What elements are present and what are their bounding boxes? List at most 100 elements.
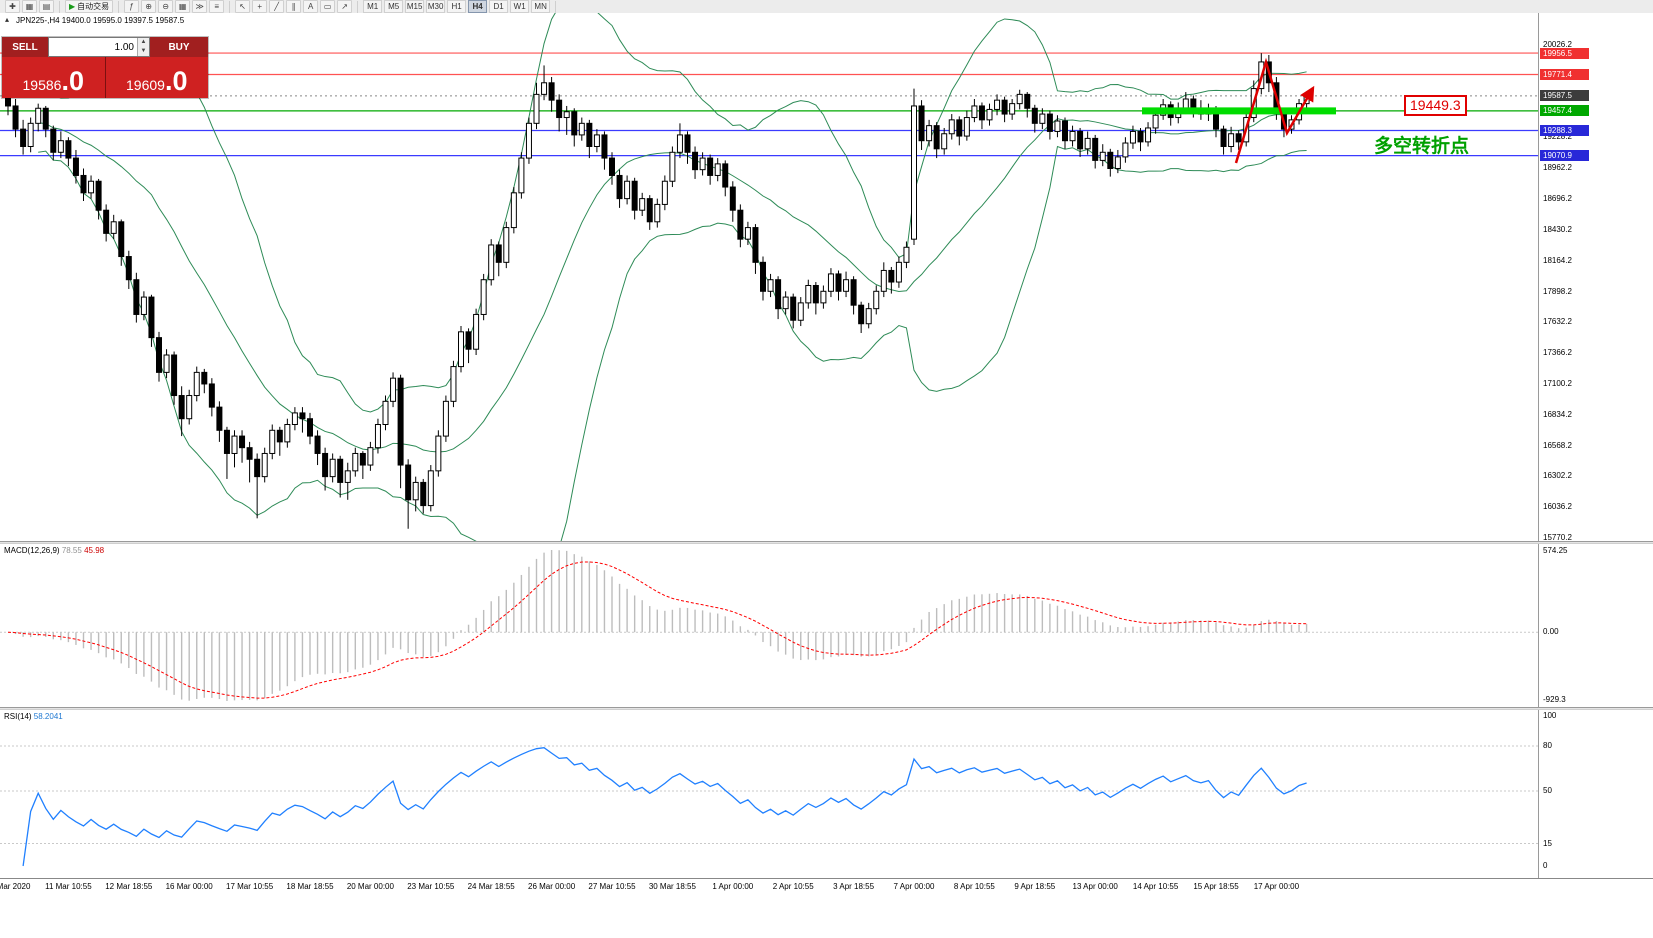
timeframe-m5[interactable]: M5 <box>384 0 404 13</box>
chart-window-icon[interactable]: ▦ <box>22 0 37 13</box>
time-label: 11 Mar 10:55 <box>45 882 92 891</box>
rsi-tick: 100 <box>1543 711 1557 720</box>
macd-plot-area[interactable]: MACD(12,26,9) 78.55 45.98 <box>0 544 1538 707</box>
price-callout-box[interactable]: 19449.3 <box>1404 95 1467 116</box>
crosshair-icon[interactable]: + <box>252 0 268 13</box>
bb-lower <box>38 145 1307 587</box>
rsi-line <box>22 747 1307 867</box>
turning-point-annotation[interactable]: 多空转折点 <box>1374 136 1470 157</box>
rsi-axis[interactable]: 100 80 50 15 0 <box>1538 710 1653 878</box>
rsi-tick: 0 <box>1543 861 1548 870</box>
price-tick: 18962.2 <box>1543 163 1572 173</box>
price-axis[interactable]: 20026.2 19228.2 18962.2 18696.2 18430.2 18164… <box>1538 13 1653 542</box>
toolbar-tools-group: ↖ + ╱ ∥ A ▭ ↗ <box>234 0 359 13</box>
price-tick: 16036.2 <box>1543 502 1572 512</box>
rsi-label: RSI(14) 58.2041 <box>4 712 63 721</box>
time-axis[interactable]: 10 Mar 2020 11 Mar 10:55 12 Mar 18:55 16 Ma… <box>0 878 1653 897</box>
one-click-collapse-icon[interactable]: ▴ <box>5 15 10 24</box>
macd-label: MACD(12,26,9) 78.55 45.98 <box>4 546 105 555</box>
toolbar-autotrading-group: ▶ 自动交易 <box>64 0 120 13</box>
buy-price-main: 19609 <box>126 77 165 93</box>
rsi-plot-area[interactable]: RSI(14) 58.2041 <box>0 710 1538 878</box>
indicators-icon[interactable]: ƒ <box>124 0 140 13</box>
trend-arrow <box>1234 57 1315 164</box>
price-tick: 17898.2 <box>1543 286 1572 296</box>
timeframe-m30[interactable]: M30 <box>426 0 446 13</box>
profiles-icon[interactable]: ▤ <box>39 0 54 13</box>
sell-price[interactable]: 19586.0 <box>2 57 105 98</box>
timeframe-w1[interactable]: W1 <box>510 0 530 13</box>
price-tick: 17366.2 <box>1543 348 1572 358</box>
macd-panel: MACD(12,26,9) 78.55 45.98 574.25 0.00 -9… <box>0 544 1653 707</box>
autotrading-play-icon: ▶ <box>69 1 76 11</box>
price-tick: 19228.2 <box>1543 132 1572 142</box>
price-tick: 18430.2 <box>1543 224 1572 234</box>
volume-box: ▲ ▼ <box>48 37 150 57</box>
rsi-tick: 15 <box>1543 838 1552 848</box>
tile-windows-icon[interactable]: ▦ <box>175 0 191 13</box>
cursor-icon[interactable]: ↖ <box>235 0 251 13</box>
time-label: 23 Mar 10:55 <box>407 882 455 891</box>
price-tick: 17632.2 <box>1543 317 1572 327</box>
volume-up-icon[interactable]: ▲ <box>138 38 149 47</box>
price-tick: 18696.2 <box>1543 194 1572 204</box>
macd-axis[interactable]: 574.25 0.00 -929.3 <box>1538 544 1653 707</box>
price-tick: 20026.2 <box>1543 40 1572 49</box>
buy-button[interactable]: BUY <box>150 37 208 57</box>
text-icon[interactable]: A <box>303 0 319 13</box>
time-label: 16 Mar 00:00 <box>165 882 213 891</box>
price-line-label: 19771.4 <box>1540 69 1589 80</box>
toolbar-left-group: ✚ ▦ ▤ <box>4 0 60 13</box>
time-label: 2 Apr 10:55 <box>772 882 814 891</box>
new-order-icon[interactable]: ✚ <box>5 0 20 13</box>
timeframe-h4[interactable]: H4 <box>468 0 488 13</box>
rsi-tick: 50 <box>1543 786 1552 795</box>
price-line-label: 19288.3 <box>1540 124 1589 136</box>
time-label: 1 Apr 00:00 <box>712 882 754 891</box>
zoom-out-icon[interactable]: ⊖ <box>158 0 174 13</box>
timeframe-m15[interactable]: M15 <box>405 0 425 13</box>
bb-upper <box>38 0 1307 413</box>
macd-min-label: -929.3 <box>1543 695 1566 704</box>
buy-price[interactable]: 19609.0 <box>106 57 209 98</box>
symbol-ohlc-label: JPN225-,H4 19400.0 19595.0 19397.5 19587… <box>16 16 185 25</box>
sell-price-main: 19586 <box>22 77 62 93</box>
autotrading-button[interactable]: ▶ 自动交易 <box>65 0 114 13</box>
rsi-chart <box>0 745 1538 867</box>
price-line-label: 19587.5 <box>1540 90 1589 102</box>
price-line-label: 19956.5 <box>1540 47 1589 59</box>
timeframe-toolbar: M1 M5 M15 M30 H1 H4 D1 W1 MN <box>362 0 557 13</box>
sell-price-big: .0 <box>61 66 84 96</box>
volume-down-icon[interactable]: ▼ <box>138 47 149 56</box>
volume-spinner: ▲ ▼ <box>137 38 149 56</box>
time-label: 27 Mar 10:55 <box>588 882 636 891</box>
buy-price-big: .0 <box>164 66 188 96</box>
sell-button[interactable]: SELL <box>2 37 48 57</box>
timeframe-d1[interactable]: D1 <box>489 0 509 13</box>
timeframe-mn[interactable]: MN <box>531 0 551 13</box>
macd-signal-line <box>7 561 1307 699</box>
auto-scroll-icon[interactable]: ≡ <box>209 0 225 13</box>
time-label: 9 Apr 18:55 <box>1014 882 1056 891</box>
time-label: 30 Mar 18:55 <box>648 882 696 891</box>
trendline-icon[interactable]: ╱ <box>269 0 285 13</box>
shapes-icon[interactable]: ▭ <box>320 0 336 13</box>
time-label: 14 Apr 10:55 <box>1132 882 1179 891</box>
panel-splitter-2[interactable] <box>0 707 1653 710</box>
chart-shift-icon[interactable]: ≫ <box>192 0 208 13</box>
time-label: 17 Apr 00:00 <box>1253 882 1300 891</box>
panel-splitter-1[interactable] <box>0 541 1653 544</box>
time-label: 17 Mar 10:55 <box>226 882 274 891</box>
arrows-icon[interactable]: ↗ <box>337 0 353 13</box>
rsi-tick: 80 <box>1543 741 1552 750</box>
timeframe-h1[interactable]: H1 <box>447 0 467 13</box>
price-line-label: 19070.9 <box>1540 150 1589 162</box>
channel-icon[interactable]: ∥ <box>286 0 302 13</box>
zoom-in-icon[interactable]: ⊕ <box>141 0 157 13</box>
time-label: 18 Mar 18:55 <box>286 882 334 891</box>
time-label: 8 Apr 10:55 <box>953 882 995 891</box>
timeframe-m1[interactable]: M1 <box>363 0 383 13</box>
time-label: 7 Apr 00:00 <box>893 882 935 891</box>
chart-plot-area[interactable]: ▴ JPN225-,H4 19400.0 19595.0 19397.5 195… <box>0 0 1538 587</box>
volume-input[interactable] <box>49 40 137 54</box>
